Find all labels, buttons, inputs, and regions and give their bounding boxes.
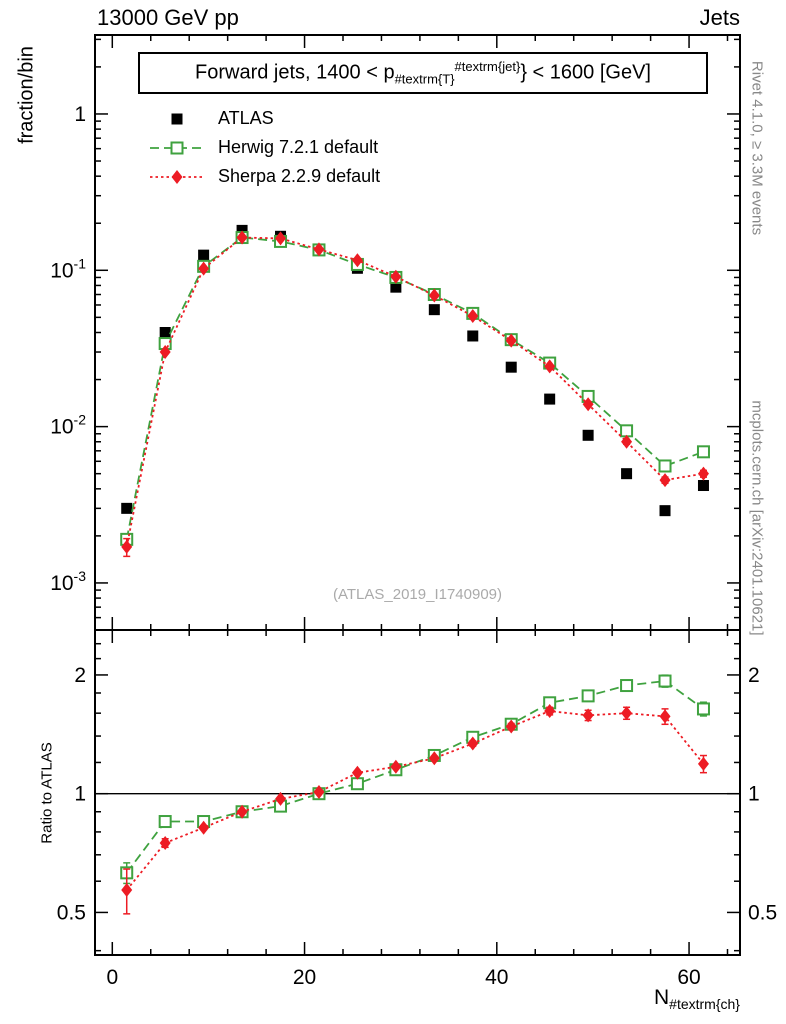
legend-item: ATLAS: [148, 104, 380, 133]
ratio-tick-label: 2: [74, 664, 86, 687]
x-tick-label: 60: [677, 966, 700, 989]
legend-marker-square-open: [150, 141, 204, 154]
observable-group-label: Jets: [699, 5, 740, 30]
ratio-panel: [94, 629, 741, 956]
axis-ticks: [95, 630, 740, 955]
series-herwig-7-2-1-default: [120, 231, 710, 546]
series-sherpa-2-2-9-default: [121, 230, 709, 558]
legend-label: Herwig 7.2.1 default: [218, 137, 379, 157]
y-tick-label: 10-3: [50, 568, 86, 595]
y-tick-label: 1: [74, 103, 86, 126]
ratio-tick-label: 0.5: [748, 901, 777, 924]
y-tick-label: 10-1: [50, 255, 86, 282]
main-y-axis-title: fraction/bin: [15, 46, 38, 144]
plot-title-superscript: #textrm{jet}: [454, 59, 521, 75]
ratio-tick-label: 2: [748, 664, 760, 687]
x-axis-title-subscript: #textrm{ch}: [669, 996, 740, 1013]
plot-title-suffix: } < 1600 [GeV]: [520, 61, 651, 84]
plot-title-subscript: #textrm{T}: [394, 71, 455, 87]
y-tick-label: 10-2: [50, 412, 86, 439]
x-tick-label: 0: [106, 966, 118, 989]
axis-tick-labels: 0 20 40 60 1 10-1 10-2 10-3 2 2 1 1 0.5 0.5: [50, 103, 777, 989]
ratio-y-axis-title: Ratio to ATLAS: [38, 742, 56, 844]
ratio-tick-label: 1: [748, 783, 760, 806]
ratio-tick-label: 0.5: [57, 901, 86, 924]
plot-title-prefix: Forward jets, 1400 < p: [195, 61, 395, 84]
legend-item: Herwig 7.2.1 default: [148, 133, 380, 162]
legend-item: Sherpa 2.2.9 default: [148, 162, 380, 191]
rivet-version-label: Rivet 4.1.0, ≥ 3.3M events: [748, 60, 766, 236]
mcplots-reference-label: mcplots.cern.ch [arXiv:2401.10621]: [748, 400, 766, 636]
legend: ATLAS Herwig 7.2.1 default Sherpa 2.2.9 de…: [148, 104, 380, 191]
plot-frame: [94, 629, 741, 956]
legend-marker-diamond-filled: [150, 169, 204, 184]
legend-marker-square-filled: [171, 113, 183, 124]
legend-label: Sherpa 2.2.9 default: [218, 166, 381, 186]
beam-energy-label: 13000 GeV pp: [97, 5, 239, 30]
series-herwig-7-2-1-default: [120, 674, 710, 885]
x-tick-label: 20: [293, 966, 316, 989]
ratio-tick-label: 1: [74, 783, 86, 806]
legend-label: ATLAS: [218, 108, 274, 128]
x-axis-title-main: N: [654, 986, 670, 1009]
x-tick-label: 40: [485, 966, 508, 989]
plot-title: Forward jets, 1400 < p#textrm{T}#textrm{…: [195, 59, 651, 87]
analysis-id-watermark: (ATLAS_2019_I1740909): [332, 586, 502, 603]
x-axis-title: N#textrm{ch}: [654, 986, 740, 1012]
series-sherpa-2-2-9-default: [121, 704, 709, 915]
plot-title-box: Forward jets, 1400 < p#textrm{T}#textrm{…: [138, 52, 708, 94]
main-panel: [94, 34, 741, 631]
